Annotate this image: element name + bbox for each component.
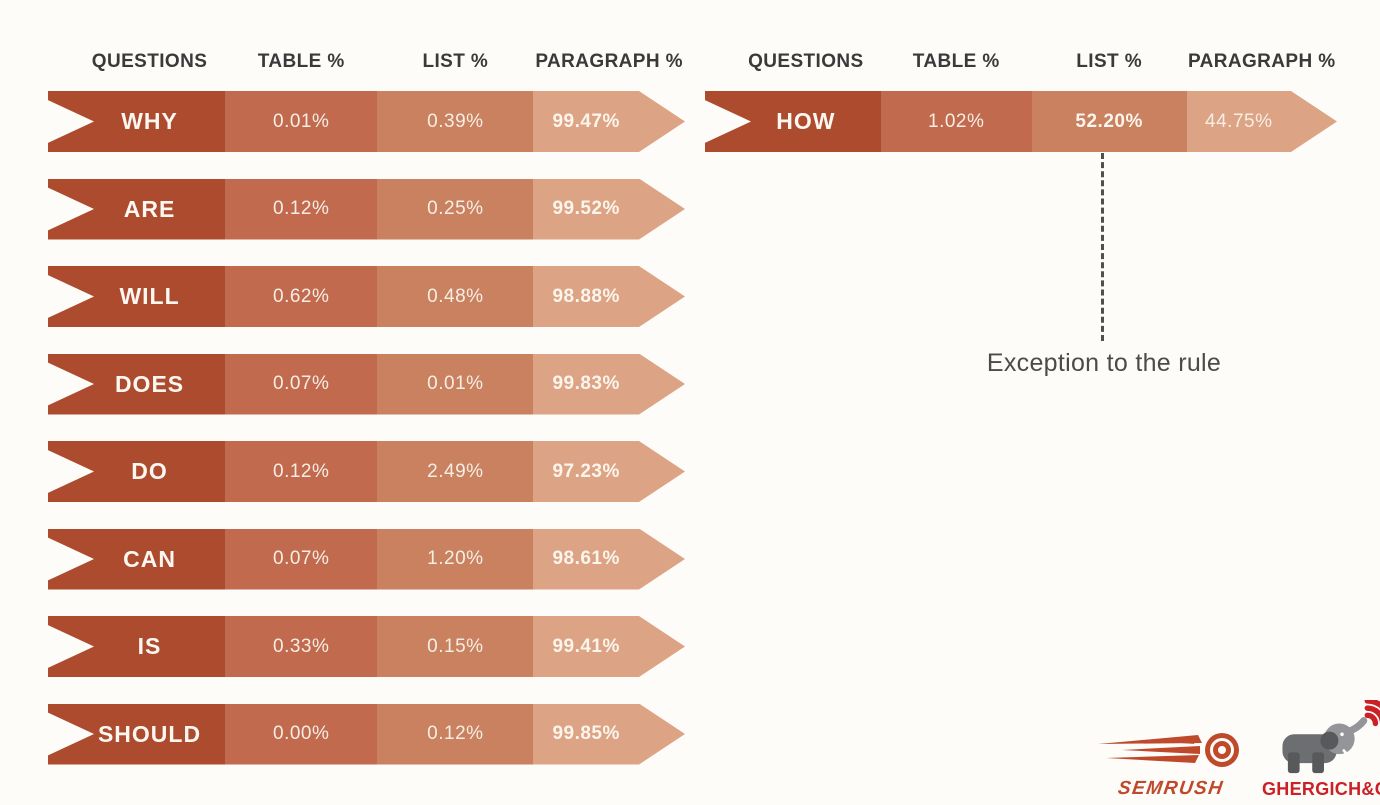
exception-annotation: Exception to the rule: [986, 349, 1222, 377]
list-pct-cell: 0.12%: [377, 704, 533, 765]
column-header-questions: QUESTIONS: [748, 51, 864, 72]
paragraph-pct-cell: 99.47%: [533, 91, 685, 152]
column-header-list: LIST %: [1076, 51, 1143, 72]
column-header-paragraph: PARAGRAPH %: [535, 51, 683, 72]
column-header-row: QUESTIONS TABLE % LIST % PARAGRAPH %: [48, 45, 685, 79]
question-cell: CAN: [48, 529, 225, 590]
question-cell: WILL: [48, 266, 225, 327]
list-pct-cell: 0.48%: [377, 266, 533, 327]
question-cell: HOW: [705, 91, 881, 152]
paragraph-pct-cell: 98.61%: [533, 529, 685, 590]
column-header-table: TABLE %: [912, 51, 1000, 72]
column-header-list: LIST %: [422, 51, 489, 72]
list-pct-cell: 0.25%: [377, 179, 533, 240]
list-pct-cell: 52.20%: [1032, 91, 1187, 152]
table-pct-cell: 0.00%: [225, 704, 377, 765]
arrow-row-why: WHY 0.01% 0.39% 99.47%: [48, 91, 685, 152]
list-pct-cell: 0.01%: [377, 354, 533, 415]
column-header-questions: QUESTIONS: [91, 51, 208, 72]
semrush-wordmark: SEMRUSH: [1116, 778, 1226, 799]
question-cell: ARE: [48, 179, 225, 240]
question-cell: DOES: [48, 354, 225, 415]
paragraph-pct-cell: 99.52%: [533, 179, 685, 240]
arrow-row-can: CAN 0.07% 1.20% 98.61%: [48, 529, 685, 590]
table-pct-cell: 0.07%: [225, 529, 377, 590]
column-header-paragraph: PARAGRAPH %: [1187, 51, 1336, 72]
arrow-row-will: WILL 0.62% 0.48% 98.88%: [48, 266, 685, 327]
paragraph-pct-cell: 97.23%: [533, 441, 685, 502]
list-pct-cell: 2.49%: [377, 441, 533, 502]
column-header-table: TABLE %: [257, 51, 345, 72]
column-header-row: QUESTIONS TABLE % LIST % PARAGRAPH %: [705, 45, 1337, 79]
arrow-row-are: ARE 0.12% 0.25% 99.52%: [48, 179, 685, 240]
list-pct-cell: 0.15%: [377, 616, 533, 677]
ghergich-logo: GHERGICH&Co.: [1262, 698, 1380, 800]
semrush-comet-icon: [1096, 727, 1246, 778]
table-pct-cell: 0.01%: [225, 91, 377, 152]
arrow-row-does: DOES 0.07% 0.01% 99.83%: [48, 354, 685, 415]
arrow-row-is: IS 0.33% 0.15% 99.41%: [48, 616, 685, 677]
ghergich-wordmark: GHERGICH&Co.: [1262, 779, 1380, 799]
question-cell: SHOULD: [48, 704, 225, 765]
arrow-row-how: HOW 1.02% 52.20% 44.75%: [705, 91, 1337, 152]
table-pct-cell: 0.62%: [225, 266, 377, 327]
table-pct-cell: 0.12%: [225, 179, 377, 240]
paragraph-pct-cell: 99.83%: [533, 354, 685, 415]
arrow-row-do: DO 0.12% 2.49% 97.23%: [48, 441, 685, 502]
footer-logos: SEMRUSH GHERGICH&Co.: [1096, 698, 1380, 800]
question-cell: DO: [48, 441, 225, 502]
table-pct-cell: 0.07%: [225, 354, 377, 415]
paragraph-pct-cell: 99.85%: [533, 704, 685, 765]
arrow-row-should: SHOULD 0.00% 0.12% 99.85%: [48, 704, 685, 765]
table-pct-cell: 0.12%: [225, 441, 377, 502]
paragraph-pct-cell: 98.88%: [533, 266, 685, 327]
table-pct-cell: 0.33%: [225, 616, 377, 677]
question-type-chart-left: QUESTIONS TABLE % LIST % PARAGRAPH % WHY…: [48, 45, 685, 765]
list-pct-cell: 0.39%: [377, 91, 533, 152]
semrush-logo: SEMRUSH: [1096, 727, 1246, 800]
table-pct-cell: 1.02%: [881, 91, 1032, 152]
elephant-signal-icon: [1263, 698, 1380, 779]
paragraph-pct-cell: 99.41%: [533, 616, 685, 677]
question-type-chart-right: QUESTIONS TABLE % LIST % PARAGRAPH % HOW…: [705, 45, 1337, 152]
dashed-connector-line: [1101, 153, 1104, 341]
question-cell: WHY: [48, 91, 225, 152]
paragraph-pct-cell: 44.75%: [1187, 91, 1337, 152]
list-pct-cell: 1.20%: [377, 529, 533, 590]
question-cell: IS: [48, 616, 225, 677]
